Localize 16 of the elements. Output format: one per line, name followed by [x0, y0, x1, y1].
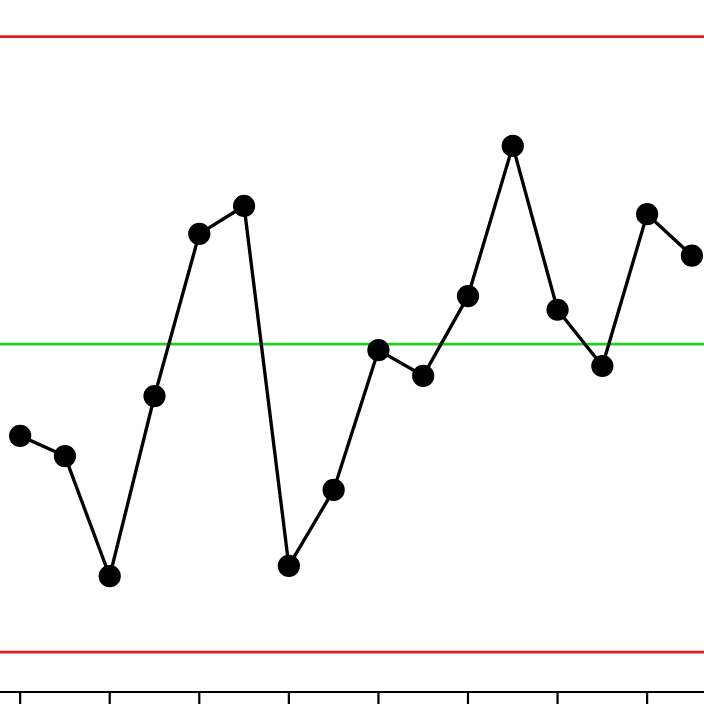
point: [9, 424, 32, 447]
point: [412, 364, 435, 387]
point: [680, 244, 704, 267]
point: [591, 354, 614, 378]
point: [53, 444, 77, 468]
point: [232, 194, 256, 218]
point: [501, 134, 524, 158]
point: [98, 565, 121, 588]
point: [367, 339, 390, 362]
point: [636, 203, 659, 226]
point: [277, 554, 300, 577]
point: [456, 284, 480, 308]
point: [546, 298, 569, 321]
point: [188, 222, 211, 245]
point: [143, 384, 166, 408]
point: [322, 478, 345, 502]
